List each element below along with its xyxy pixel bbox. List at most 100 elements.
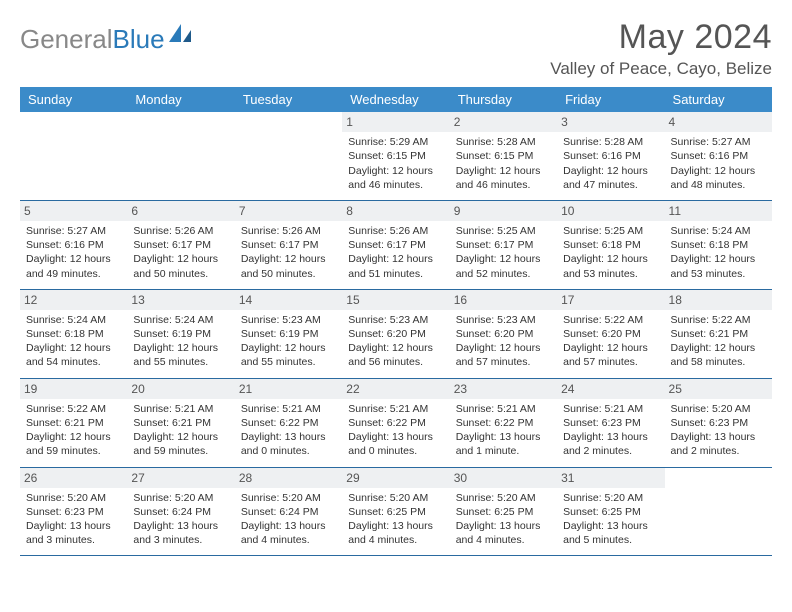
day-number: 22 <box>342 379 449 399</box>
daylight-line: Daylight: 12 hours and 59 minutes. <box>133 430 228 458</box>
day-number: 21 <box>235 379 342 399</box>
logo: GeneralBlue <box>20 22 193 56</box>
day-number: 27 <box>127 468 234 488</box>
sunset-line: Sunset: 6:20 PM <box>456 327 551 341</box>
sunset-line: Sunset: 6:18 PM <box>563 238 658 252</box>
sunrise-line: Sunrise: 5:23 AM <box>456 313 551 327</box>
day-number: 18 <box>665 290 772 310</box>
logo-text-1: General <box>20 24 113 55</box>
daylight-line: Daylight: 13 hours and 3 minutes. <box>26 519 121 547</box>
daylight-line: Daylight: 13 hours and 2 minutes. <box>671 430 766 458</box>
day-cell: 12Sunrise: 5:24 AMSunset: 6:18 PMDayligh… <box>20 290 127 378</box>
day-cell: 23Sunrise: 5:21 AMSunset: 6:22 PMDayligh… <box>450 379 557 467</box>
daylight-line: Daylight: 13 hours and 2 minutes. <box>563 430 658 458</box>
dayhead-wed: Wednesday <box>342 87 449 112</box>
dayhead-tue: Tuesday <box>235 87 342 112</box>
day-cell: 4Sunrise: 5:27 AMSunset: 6:16 PMDaylight… <box>665 112 772 200</box>
daylight-line: Daylight: 12 hours and 56 minutes. <box>348 341 443 369</box>
week-row: 19Sunrise: 5:22 AMSunset: 6:21 PMDayligh… <box>20 379 772 468</box>
week-row: 5Sunrise: 5:27 AMSunset: 6:16 PMDaylight… <box>20 201 772 290</box>
day-number: 12 <box>20 290 127 310</box>
sunset-line: Sunset: 6:25 PM <box>456 505 551 519</box>
sunrise-line: Sunrise: 5:24 AM <box>671 224 766 238</box>
daylight-line: Daylight: 13 hours and 3 minutes. <box>133 519 228 547</box>
daylight-line: Daylight: 12 hours and 46 minutes. <box>348 164 443 192</box>
daylight-line: Daylight: 13 hours and 0 minutes. <box>348 430 443 458</box>
day-number: 9 <box>450 201 557 221</box>
sunset-line: Sunset: 6:17 PM <box>241 238 336 252</box>
day-cell: 26Sunrise: 5:20 AMSunset: 6:23 PMDayligh… <box>20 468 127 556</box>
sunset-line: Sunset: 6:17 PM <box>133 238 228 252</box>
daylight-line: Daylight: 12 hours and 46 minutes. <box>456 164 551 192</box>
sunrise-line: Sunrise: 5:25 AM <box>456 224 551 238</box>
sunset-line: Sunset: 6:21 PM <box>133 416 228 430</box>
daylight-line: Daylight: 12 hours and 58 minutes. <box>671 341 766 369</box>
sunset-line: Sunset: 6:21 PM <box>671 327 766 341</box>
sunrise-line: Sunrise: 5:20 AM <box>241 491 336 505</box>
day-cell: 1Sunrise: 5:29 AMSunset: 6:15 PMDaylight… <box>342 112 449 200</box>
sunrise-line: Sunrise: 5:20 AM <box>348 491 443 505</box>
day-number: 2 <box>450 112 557 132</box>
day-cell: 27 Sunrise: 5:20 AMSunset: 6:24 PMDayligh… <box>127 468 234 556</box>
sunrise-line: Sunrise: 5:27 AM <box>671 135 766 149</box>
sunrise-line: Sunrise: 5:26 AM <box>348 224 443 238</box>
day-number: 17 <box>557 290 664 310</box>
sunrise-line: Sunrise: 5:27 AM <box>26 224 121 238</box>
day-cell: 21Sunrise: 5:21 AMSunset: 6:22 PMDayligh… <box>235 379 342 467</box>
dayhead-mon: Monday <box>127 87 234 112</box>
title-block: May 2024 Valley of Peace, Cayo, Belize <box>550 18 772 79</box>
day-number: 26 <box>20 468 127 488</box>
day-number: 13 <box>127 290 234 310</box>
day-cell: 11Sunrise: 5:24 AMSunset: 6:18 PMDayligh… <box>665 201 772 289</box>
header: GeneralBlue May 2024 Valley of Peace, Ca… <box>20 18 772 79</box>
sunrise-line: Sunrise: 5:25 AM <box>563 224 658 238</box>
day-number: 31 <box>557 468 664 488</box>
sunset-line: Sunset: 6:24 PM <box>133 505 228 519</box>
daylight-line: Daylight: 12 hours and 47 minutes. <box>563 164 658 192</box>
day-number: 24 <box>557 379 664 399</box>
sunset-line: Sunset: 6:15 PM <box>456 149 551 163</box>
day-number: 3 <box>557 112 664 132</box>
daylight-line: Daylight: 12 hours and 53 minutes. <box>563 252 658 280</box>
day-number: 6 <box>127 201 234 221</box>
sunset-line: Sunset: 6:17 PM <box>348 238 443 252</box>
sunrise-line: Sunrise: 5:22 AM <box>563 313 658 327</box>
sunrise-line: Sunrise: 5:28 AM <box>456 135 551 149</box>
sunset-line: Sunset: 6:24 PM <box>241 505 336 519</box>
day-number: 30 <box>450 468 557 488</box>
sunset-line: Sunset: 6:23 PM <box>563 416 658 430</box>
daylight-line: Daylight: 12 hours and 50 minutes. <box>133 252 228 280</box>
day-number: 16 <box>450 290 557 310</box>
sunset-line: Sunset: 6:22 PM <box>348 416 443 430</box>
daylight-line: Daylight: 12 hours and 50 minutes. <box>241 252 336 280</box>
sunset-line: Sunset: 6:19 PM <box>241 327 336 341</box>
sunrise-line: Sunrise: 5:20 AM <box>133 491 228 505</box>
day-number: 4 <box>665 112 772 132</box>
sunset-line: Sunset: 6:16 PM <box>563 149 658 163</box>
day-cell: 16Sunrise: 5:23 AMSunset: 6:20 PMDayligh… <box>450 290 557 378</box>
day-number: 29 <box>342 468 449 488</box>
day-cell: 3Sunrise: 5:28 AMSunset: 6:16 PMDaylight… <box>557 112 664 200</box>
day-number: 5 <box>20 201 127 221</box>
day-number: 14 <box>235 290 342 310</box>
weeks-container: ...1Sunrise: 5:29 AMSunset: 6:15 PMDayli… <box>20 112 772 556</box>
day-header-row: Sunday Monday Tuesday Wednesday Thursday… <box>20 87 772 112</box>
daylight-line: Daylight: 12 hours and 53 minutes. <box>671 252 766 280</box>
sunset-line: Sunset: 6:23 PM <box>671 416 766 430</box>
day-cell: 10Sunrise: 5:25 AMSunset: 6:18 PMDayligh… <box>557 201 664 289</box>
day-cell: 5Sunrise: 5:27 AMSunset: 6:16 PMDaylight… <box>20 201 127 289</box>
location: Valley of Peace, Cayo, Belize <box>550 59 772 79</box>
daylight-line: Daylight: 13 hours and 4 minutes. <box>348 519 443 547</box>
sunrise-line: Sunrise: 5:26 AM <box>241 224 336 238</box>
daylight-line: Daylight: 13 hours and 0 minutes. <box>241 430 336 458</box>
dayhead-sun: Sunday <box>20 87 127 112</box>
sunrise-line: Sunrise: 5:22 AM <box>26 402 121 416</box>
day-cell: 24Sunrise: 5:21 AMSunset: 6:23 PMDayligh… <box>557 379 664 467</box>
day-number: 23 <box>450 379 557 399</box>
day-cell: 28Sunrise: 5:20 AMSunset: 6:24 PMDayligh… <box>235 468 342 556</box>
day-number: 19 <box>20 379 127 399</box>
daylight-line: Daylight: 12 hours and 48 minutes. <box>671 164 766 192</box>
day-cell: . <box>20 112 127 200</box>
sunset-line: Sunset: 6:20 PM <box>348 327 443 341</box>
day-cell: 18Sunrise: 5:22 AMSunset: 6:21 PMDayligh… <box>665 290 772 378</box>
